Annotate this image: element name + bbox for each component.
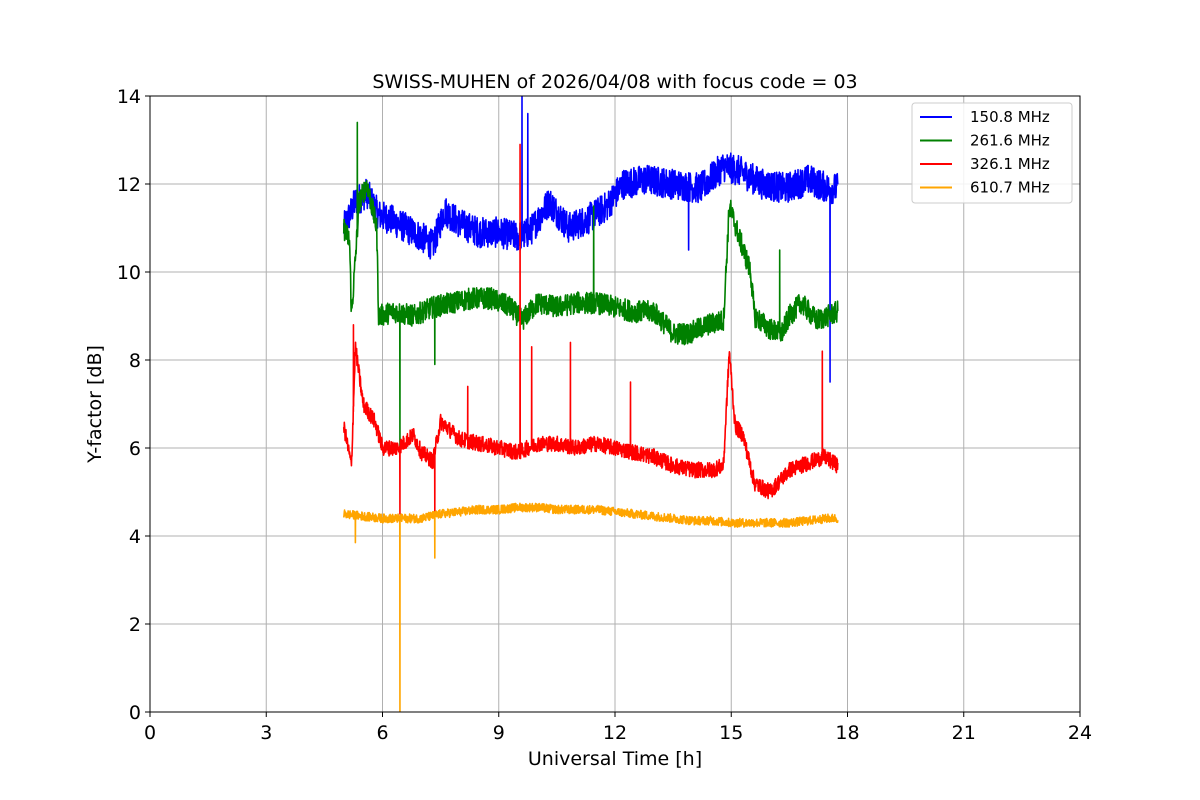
legend-label: 610.7 MHz [970,179,1050,197]
x-tick-label: 24 [1068,722,1092,744]
y-tick-label: 14 [117,86,141,108]
x-tick-label: 15 [719,722,743,744]
chart-title: SWISS-MUHEN of 2026/04/08 with focus cod… [372,71,857,93]
y-tick-label: 2 [129,614,141,636]
x-tick-label: 12 [603,722,627,744]
series-line-0 [342,96,839,383]
x-tick-label: 21 [952,722,976,744]
legend-label: 261.6 MHz [970,132,1050,150]
y-tick-label: 0 [129,702,141,724]
x-tick-label: 0 [144,722,156,744]
x-tick-label: 3 [260,722,272,744]
series-line-2 [342,143,839,515]
legend-label: 150.8 MHz [970,108,1050,126]
y-axis-label: Y-factor [dB] [84,345,106,464]
x-tick-label: 9 [493,722,505,744]
x-tick-label: 18 [835,722,859,744]
legend-box [911,102,1073,204]
legend: 150.8 MHz 261.6 MHz 326.1 MHz 610.7 MHz [911,102,1073,204]
y-tick-label: 10 [117,262,141,284]
y-tick-label: 12 [117,174,141,196]
y-tick-label: 8 [129,350,141,372]
x-axis-label: Universal Time [h] [528,748,702,770]
y-tick-label: 4 [129,526,141,548]
series-line-1 [342,121,839,449]
x-tick-label: 6 [376,722,388,744]
legend-label: 326.1 MHz [970,155,1050,173]
y-tick-label: 6 [129,438,141,460]
series-line-3 [342,502,839,712]
series-layer [342,96,839,712]
